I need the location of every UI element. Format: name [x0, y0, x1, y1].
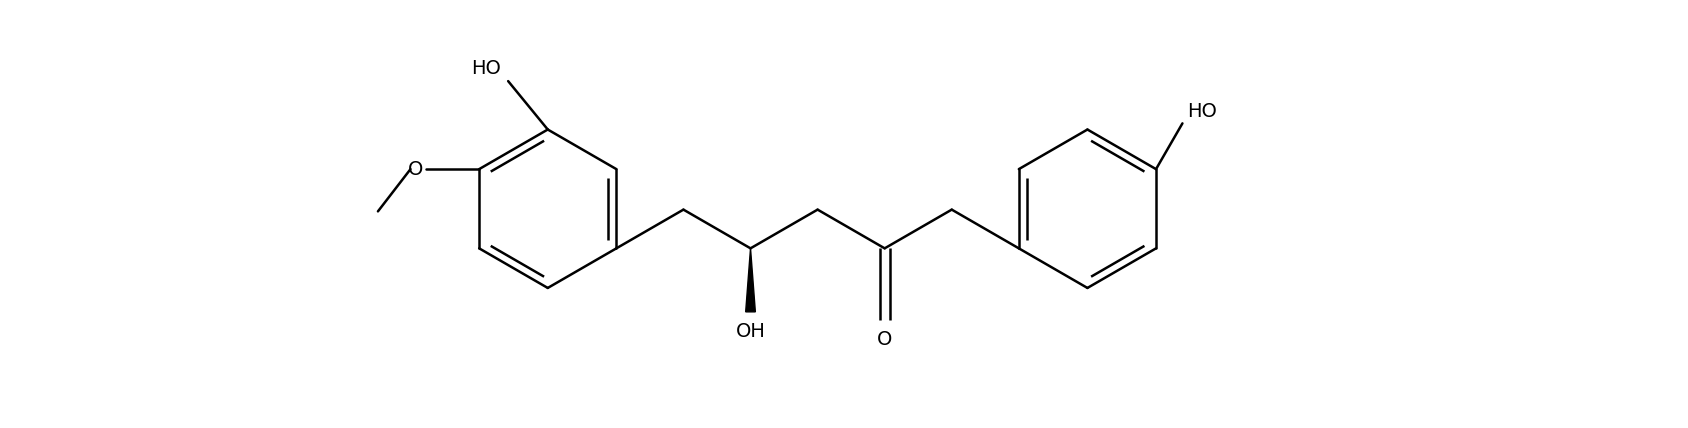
- Text: HO: HO: [471, 59, 501, 78]
- Text: O: O: [878, 330, 893, 349]
- Polygon shape: [746, 248, 755, 312]
- Text: O: O: [407, 160, 422, 178]
- Text: HO: HO: [1187, 102, 1217, 121]
- Text: OH: OH: [736, 322, 765, 342]
